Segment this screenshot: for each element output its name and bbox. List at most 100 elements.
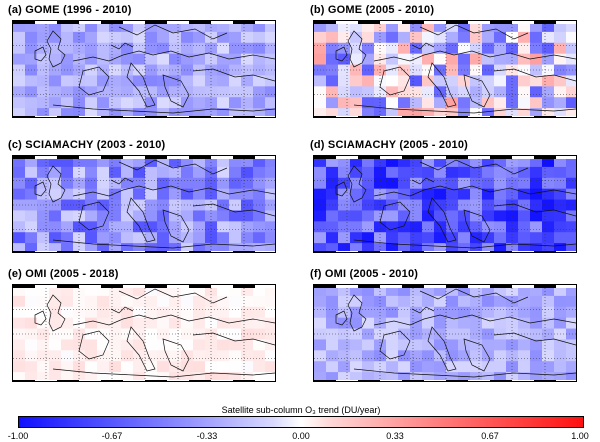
trend-cell xyxy=(386,86,399,98)
trend-cell xyxy=(458,21,471,33)
trend-cell xyxy=(410,177,423,190)
trend-cell xyxy=(350,221,363,233)
trend-cell xyxy=(133,156,146,168)
trend-cell xyxy=(326,97,339,109)
trend-cell xyxy=(61,108,74,117)
trend-cell xyxy=(350,372,363,381)
trend-cell xyxy=(13,232,26,244)
trend-cell xyxy=(398,232,411,244)
trend-cell xyxy=(121,31,134,44)
trend-cell xyxy=(13,188,26,201)
frame-tick xyxy=(512,21,534,24)
trend-cell xyxy=(410,243,423,252)
trend-cell xyxy=(229,361,242,373)
trend-cell xyxy=(482,21,495,33)
trend-cell xyxy=(362,108,375,117)
trend-cell xyxy=(61,177,74,190)
trend-cell xyxy=(169,166,182,179)
trend-cell xyxy=(398,350,411,362)
trend-cell xyxy=(446,295,459,308)
panel-title-a: (a) GOME (1996 - 2010) xyxy=(8,4,132,16)
trend-cell xyxy=(109,339,122,351)
trend-cell xyxy=(109,188,122,201)
trend-cell xyxy=(217,188,230,201)
frame-tick xyxy=(358,21,380,24)
trend-cell xyxy=(326,188,339,201)
frame-tick xyxy=(79,251,101,252)
trend-cell xyxy=(470,177,483,190)
trend-cell xyxy=(458,166,471,179)
trend-cell xyxy=(518,86,531,98)
trend-cell xyxy=(61,53,74,66)
frame-tick xyxy=(402,156,424,159)
trend-cell xyxy=(446,31,459,44)
trend-cell xyxy=(25,53,38,66)
frame-tick xyxy=(167,21,189,24)
trend-cell xyxy=(326,75,339,87)
trend-cell xyxy=(350,156,363,168)
trend-cell xyxy=(338,86,351,98)
trend-cell xyxy=(314,21,327,33)
trend-cell xyxy=(434,361,447,373)
frame-tick xyxy=(424,285,446,288)
trend-cell xyxy=(506,350,519,362)
trend-cell xyxy=(398,339,411,351)
frame-tick xyxy=(402,251,424,252)
trend-cell xyxy=(133,210,146,222)
trend-cell xyxy=(338,31,351,44)
trend-cell xyxy=(241,210,254,222)
trend-cell xyxy=(97,97,110,109)
trend-cell xyxy=(422,97,435,109)
trend-cell xyxy=(193,21,206,33)
trend-cell xyxy=(13,42,26,55)
trend-cell xyxy=(61,166,74,179)
trend-cell xyxy=(229,243,242,252)
trend-cell xyxy=(229,97,242,109)
trend-cell xyxy=(109,306,122,319)
trend-cell xyxy=(554,75,567,87)
trend-cell xyxy=(326,177,339,190)
trend-cell xyxy=(85,372,98,381)
map-panel-b xyxy=(313,20,577,118)
frame-tick xyxy=(336,285,358,288)
trend-cell xyxy=(458,156,471,168)
trend-cell xyxy=(13,177,26,190)
trend-cell xyxy=(13,361,26,373)
trend-cell xyxy=(554,86,567,98)
coastline xyxy=(463,338,491,372)
trend-cell xyxy=(566,350,576,362)
trend-cell xyxy=(374,166,387,179)
trend-cell xyxy=(121,97,134,109)
trend-cell xyxy=(362,210,375,222)
trend-cell xyxy=(386,372,399,381)
trend-cell xyxy=(410,361,423,373)
coastline xyxy=(379,201,411,231)
frame-tick xyxy=(233,380,255,381)
trend-cell xyxy=(434,295,447,308)
trend-cell xyxy=(121,221,134,233)
trend-cell xyxy=(326,156,339,168)
trend-cell xyxy=(470,285,483,297)
trend-cell xyxy=(145,53,158,66)
trend-cell xyxy=(554,108,567,117)
coastline xyxy=(34,181,47,197)
trend-cell xyxy=(121,177,134,190)
trend-cell xyxy=(566,339,576,351)
trend-cell xyxy=(434,285,447,297)
frame-tick xyxy=(79,156,101,159)
trend-cell xyxy=(193,31,206,44)
trend-cell xyxy=(217,232,230,244)
frame-tick xyxy=(358,116,380,117)
frame-tick xyxy=(336,251,358,252)
trend-cell xyxy=(326,232,339,244)
trend-cell xyxy=(422,339,435,351)
trend-cell xyxy=(145,210,158,222)
trend-cell xyxy=(193,232,206,244)
frame-tick xyxy=(556,251,576,252)
frame-tick xyxy=(424,21,446,24)
trend-cell xyxy=(350,210,363,222)
trend-cell xyxy=(49,317,62,330)
frame-tick xyxy=(534,380,556,381)
trend-cell xyxy=(217,361,230,373)
coastline xyxy=(411,306,435,314)
